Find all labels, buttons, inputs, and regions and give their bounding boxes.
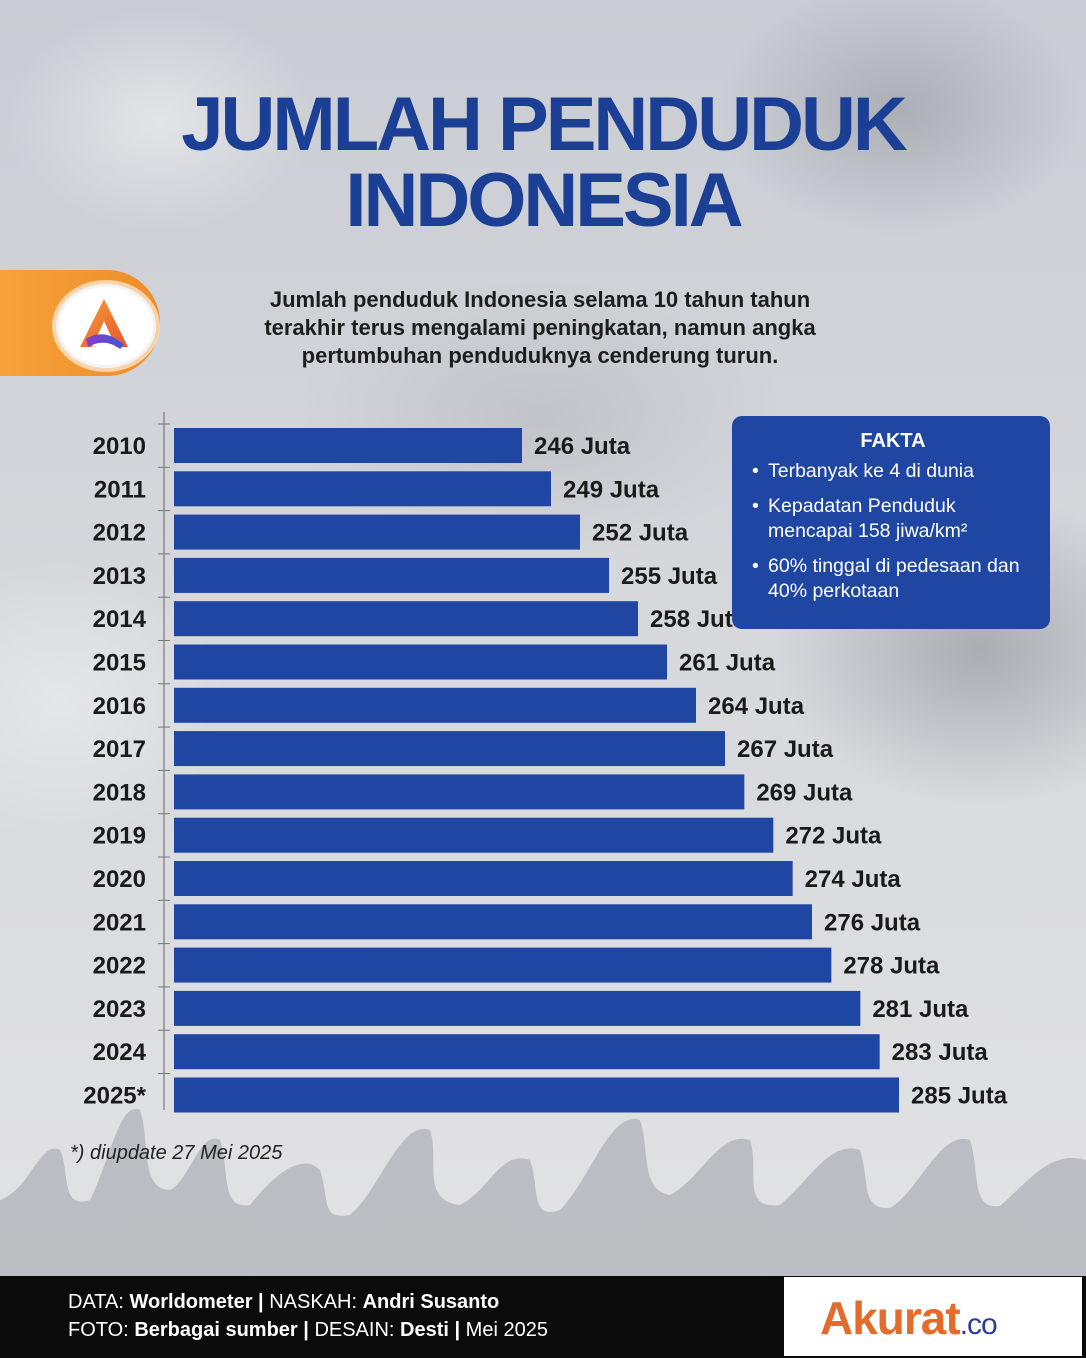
fakta-heading: FAKTA xyxy=(860,430,926,452)
subtitle-line: Jumlah penduduk Indonesia selama 10 tahu… xyxy=(269,287,811,312)
update-note: *) diupdate 27 Mei 2025 xyxy=(70,1142,283,1164)
foto-label: FOTO: xyxy=(68,1319,129,1341)
fakta-item: 60% tinggal di pedesaan dan 40% perkotaa… xyxy=(752,554,1034,604)
fakta-item: Terbanyak ke 4 di dunia xyxy=(752,459,1034,484)
separator: | xyxy=(258,1291,264,1313)
brand-logo: Akurat.co xyxy=(820,1290,998,1353)
fakta-list: Terbanyak ke 4 di dunia Kepadatan Pendud… xyxy=(752,459,1034,604)
naskah-label: NASKAH: xyxy=(269,1291,358,1313)
brand-suffix: .co xyxy=(959,1308,998,1341)
subtitle-line: pertumbuhan penduduknya cenderung turun. xyxy=(301,343,779,368)
data-source: Worldometer xyxy=(129,1291,253,1313)
publish-date: Mei 2025 xyxy=(465,1319,548,1341)
akurat-logo-icon xyxy=(56,284,156,368)
page-title-line2: INDONESIA xyxy=(345,158,743,243)
credits-line2: FOTO: Berbagai sumber | DESAIN: Desti | … xyxy=(68,1316,548,1344)
separator: | xyxy=(454,1319,461,1341)
separator: | xyxy=(303,1319,309,1341)
brand-name: Akurat xyxy=(820,1292,961,1344)
foto-source: Berbagai sumber xyxy=(134,1319,298,1341)
credits: DATA: Worldometer | NASKAH: Andri Susant… xyxy=(68,1288,548,1344)
brand-box xyxy=(784,1277,1082,1356)
subtitle: Jumlah penduduk Indonesia selama 10 tahu… xyxy=(170,286,910,370)
naskah-author: Andri Susanto xyxy=(362,1291,500,1313)
fakta-item: Kepadatan Penduduk mencapai 158 jiwa/km² xyxy=(752,494,1034,544)
subtitle-line: terakhir terus mengalami peningkatan, na… xyxy=(264,315,816,340)
credits-line1: DATA: Worldometer | NASKAH: Andri Susant… xyxy=(68,1288,548,1316)
crowd-silhouette xyxy=(0,1108,1086,1280)
desain-author: Desti xyxy=(400,1319,449,1341)
data-label: DATA: xyxy=(68,1291,124,1313)
page-title-line1: JUMLAH PENDUDUK xyxy=(181,82,907,167)
desain-label: DESAIN: xyxy=(314,1319,395,1341)
fakta-box: FAKTA Terbanyak ke 4 di dunia Kepadatan … xyxy=(732,416,1050,629)
